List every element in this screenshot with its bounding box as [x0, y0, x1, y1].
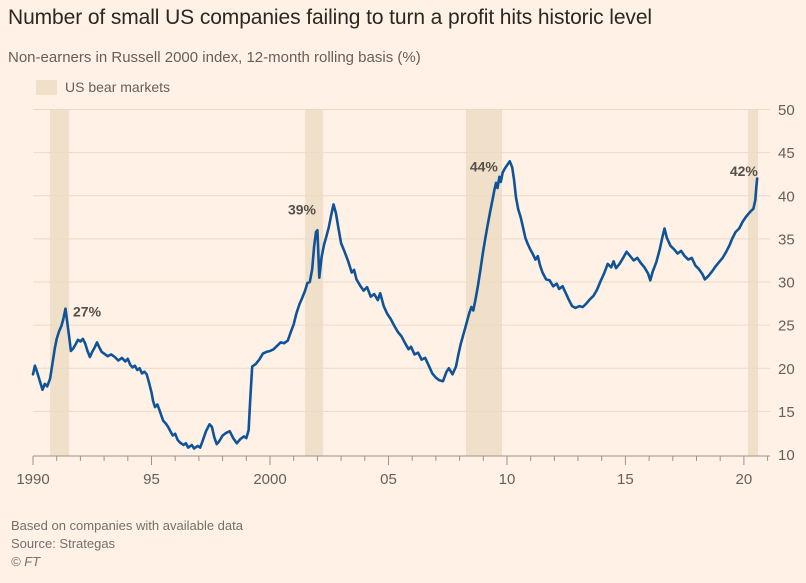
- y-axis-label: 20: [778, 361, 795, 378]
- x-axis-label: 1990: [16, 471, 49, 488]
- y-axis-label: 30: [778, 275, 795, 292]
- y-axis-label: 25: [778, 318, 795, 335]
- bear-market-band: [466, 109, 502, 456]
- x-axis-label: 05: [380, 471, 397, 488]
- chart-subtitle: Non-earners in Russell 2000 index, 12-mo…: [8, 49, 421, 66]
- bear-market-band: [50, 109, 70, 456]
- legend-label: US bear markets: [65, 79, 171, 95]
- annotation-label: 27%: [73, 304, 102, 320]
- x-axis-label: 15: [617, 471, 634, 488]
- y-axis-label: 50: [778, 102, 795, 119]
- bear-market-swatch: [36, 79, 57, 95]
- y-axis-label: 15: [778, 404, 795, 421]
- x-axis-label: 95: [143, 471, 160, 488]
- annotation-label: 42%: [730, 163, 759, 179]
- footer-note: Based on companies with available data: [11, 518, 243, 533]
- bear-market-band: [748, 109, 758, 456]
- x-axis-label: 10: [499, 471, 516, 488]
- series-line: [31, 160, 759, 450]
- footer-source: Source: Strategas: [11, 536, 116, 551]
- y-axis-label: 35: [778, 231, 795, 248]
- footer: Based on companies with available data S…: [11, 517, 243, 571]
- legend: US bear markets: [36, 79, 170, 95]
- y-axis-label: 40: [778, 188, 795, 205]
- page-title: Number of small US companies failing to …: [8, 6, 652, 29]
- y-axis-label: 45: [778, 145, 795, 162]
- y-axis-label: 10: [778, 447, 795, 464]
- footer-copyright: © FT: [11, 554, 41, 569]
- bear-market-band: [305, 109, 324, 456]
- x-axis-label: 2000: [253, 471, 286, 488]
- annotation-label: 39%: [288, 202, 317, 218]
- x-axis-label: 20: [736, 471, 753, 488]
- annotation-label: 44%: [470, 159, 499, 175]
